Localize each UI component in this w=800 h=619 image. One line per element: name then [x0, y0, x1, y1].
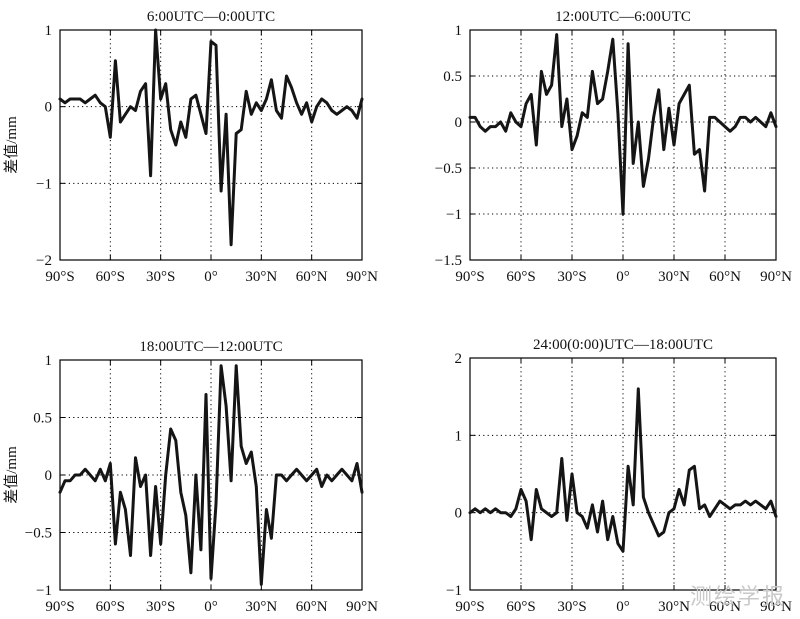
y-tick-label: 0: [45, 468, 53, 484]
chart-title: 12:00UTC—6:00UTC: [555, 9, 691, 25]
x-tick-label: 30°N: [658, 599, 690, 615]
x-tick-label: 90°N: [346, 599, 378, 615]
y-tick-label: 1: [45, 23, 53, 39]
y-tick-label: −1: [36, 583, 52, 599]
chart-panel-2: 90°S 60°S 30°S 0° 30°N 60°N 90°N 1 0.5 0 −0.5 −1 −1.…: [400, 0, 800, 320]
y-tick-label: −1.5: [435, 253, 462, 269]
x-tick-label: 90°N: [760, 269, 792, 285]
x-tick-label: 0°: [204, 269, 218, 285]
y-tick-label: −1: [446, 583, 462, 599]
x-tick-label: 90°N: [760, 599, 792, 615]
y-tick-label: 1: [455, 23, 463, 39]
y-tick-label: −2: [36, 253, 52, 269]
series-line: [58, 364, 364, 586]
x-tick-label: 0°: [204, 599, 218, 615]
series-line: [468, 33, 778, 216]
x-tick-label: 90°S: [45, 269, 74, 285]
x-tick-label: 30°S: [557, 269, 586, 285]
chart-title: 6:00UTC—0:00UTC: [147, 9, 275, 25]
series-line: [468, 387, 778, 553]
x-tick-label: 60°N: [296, 599, 328, 615]
chart-4-svg: 90°S 60°S 30°S 0° 30°N 60°N 90°N 2 1 0 −1 24:00(0:0…: [446, 337, 792, 615]
chart-title: 24:00(0:00)UTC—18:00UTC: [533, 337, 713, 353]
x-tick-label: 60°N: [709, 269, 741, 285]
chart-panel-4: 90°S 60°S 30°S 0° 30°N 60°N 90°N 2 1 0 −1 24:00(0:0…: [400, 320, 800, 619]
x-tick-label: 30°N: [245, 269, 277, 285]
plot-frame: [469, 357, 777, 591]
y-tick-label: −1: [36, 176, 52, 192]
y-tick-label: 1: [455, 428, 463, 444]
x-tick-label: 30°S: [146, 599, 175, 615]
x-tick-label: 0°: [616, 599, 630, 615]
series-line: [58, 28, 364, 247]
y-tick-label: 0: [45, 100, 53, 116]
chart-panel-3: 90°S 60°S 30°S 0° 30°N 60°N 90°N 1 0.5 0 −0.5 −1 18:…: [0, 320, 400, 619]
x-tick-label: 60°S: [96, 269, 125, 285]
chart-2-svg: 90°S 60°S 30°S 0° 30°N 60°N 90°N 1 0.5 0 −0.5 −1 −1.…: [435, 9, 792, 285]
x-tick-label: 60°N: [709, 599, 741, 615]
chart-title: 18:00UTC—12:00UTC: [139, 339, 282, 355]
x-tick-label: 30°S: [557, 599, 586, 615]
watermark: 测绘学报: [689, 585, 786, 610]
y-tick-label: 0.5: [443, 69, 462, 85]
y-axis-label: 差值/mm: [3, 116, 20, 174]
x-tick-label: 60°S: [506, 269, 535, 285]
x-tick-label: 30°N: [658, 269, 690, 285]
y-axis-label: 差值/mm: [3, 446, 20, 504]
x-tick-label: 90°S: [45, 599, 74, 615]
y-tick-label: 1: [45, 353, 53, 369]
y-tick-label: −1: [446, 207, 462, 223]
x-tick-label: 60°N: [296, 269, 328, 285]
chart-3-svg: 90°S 60°S 30°S 0° 30°N 60°N 90°N 1 0.5 0 −0.5 −1 18:…: [3, 339, 378, 615]
x-tick-label: 90°S: [455, 269, 484, 285]
y-tick-label: 0: [455, 506, 463, 522]
x-tick-label: 30°S: [146, 269, 175, 285]
x-tick-label: 0°: [616, 269, 630, 285]
y-tick-label: 0.5: [33, 411, 52, 427]
x-tick-label: 90°N: [346, 269, 378, 285]
chart-panel-1: 90°S 60°S 30°S 0° 30°N 60°N 90°N 1 0 −1 −2 6:00UTC—…: [0, 0, 400, 320]
x-tick-label: 30°N: [245, 599, 277, 615]
x-tick-label: 90°S: [455, 599, 484, 615]
y-tick-label: −0.5: [435, 161, 462, 177]
x-tick-label: 60°S: [506, 599, 535, 615]
y-tick-label: 2: [455, 351, 463, 367]
chart-1-svg: 90°S 60°S 30°S 0° 30°N 60°N 90°N 1 0 −1 −2 6:00UTC—…: [3, 9, 378, 285]
y-tick-label: −0.5: [25, 526, 52, 542]
x-tick-label: 60°S: [96, 599, 125, 615]
y-tick-label: 0: [455, 115, 463, 131]
